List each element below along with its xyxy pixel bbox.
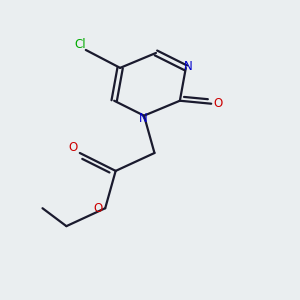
Text: N: N	[184, 60, 193, 73]
Text: O: O	[69, 141, 78, 154]
Text: Cl: Cl	[74, 38, 85, 51]
Text: N: N	[139, 112, 148, 125]
Text: O: O	[213, 97, 222, 110]
Text: O: O	[93, 202, 102, 215]
